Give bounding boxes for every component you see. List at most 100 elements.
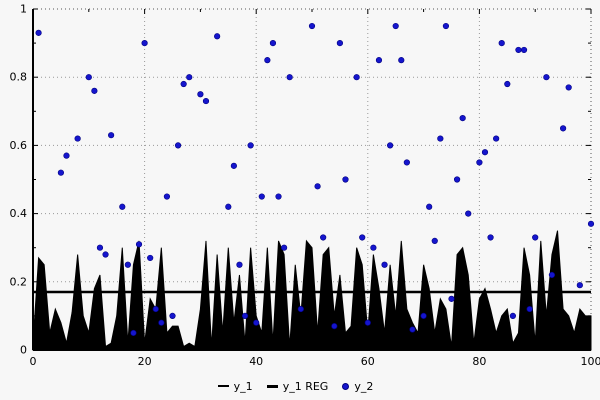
scatter-point: [387, 142, 394, 149]
scatter-point: [548, 271, 556, 279]
scatter-point: [180, 80, 187, 88]
scatter-point: [526, 305, 533, 313]
scatter-point: [135, 241, 143, 248]
scatter-point: [286, 74, 293, 81]
scatter-point: [35, 29, 42, 36]
y-tick-label: 0.8: [10, 71, 28, 84]
scatter-point: [353, 74, 360, 81]
scatter-point: [241, 312, 249, 320]
scatter-point: [258, 193, 265, 200]
scatter-point: [498, 39, 505, 47]
scatter-point: [409, 326, 416, 333]
scatter-point: [281, 244, 288, 251]
scatter-point: [163, 193, 171, 200]
scatter-point: [398, 57, 405, 64]
scatter-point: [264, 57, 271, 64]
scatter-point: [269, 39, 277, 47]
scatter-point: [169, 312, 176, 320]
x-tick-label: 80: [472, 355, 486, 368]
scatter-point: [57, 169, 65, 176]
scatter-point: [565, 84, 572, 91]
scatter-point: [342, 176, 349, 183]
legend-label-y1: y_1: [233, 379, 253, 393]
scatter-point: [85, 74, 92, 81]
scatter-point: [453, 176, 461, 183]
scatter-point: [108, 132, 115, 139]
y-tick-label: 1: [20, 3, 27, 16]
scatter-point: [364, 319, 371, 326]
scatter-point: [91, 87, 98, 94]
scatter-point: [381, 261, 388, 268]
y-tick-label: 0: [20, 344, 27, 357]
scatter-point: [359, 234, 366, 241]
scatter-point: [96, 244, 104, 251]
y-tick-label: 0.6: [10, 139, 28, 152]
x-tick-label: 40: [249, 355, 263, 368]
scatter-point: [174, 142, 182, 149]
scatter-point: [532, 234, 539, 241]
y1-line-swatch: [217, 385, 229, 387]
scatter-point: [314, 183, 321, 190]
scatter-point: [130, 329, 137, 337]
scatter-point: [247, 142, 254, 149]
scatter-point: [186, 74, 193, 81]
legend: y_1 y_1 REG y_2: [0, 377, 600, 395]
scatter-point: [152, 305, 159, 313]
scatter-point: [331, 323, 338, 330]
scatter-point: [124, 261, 131, 268]
scatter-point: [403, 159, 410, 166]
scatter-point: [119, 203, 126, 210]
scatter-point: [197, 91, 204, 98]
scatter-point: [63, 152, 70, 159]
scatter-point: [587, 220, 595, 227]
scatter-point: [437, 135, 444, 142]
y-tick-label: 0.2: [10, 275, 28, 288]
scatter-point: [102, 251, 109, 258]
scatter-point: [214, 33, 221, 40]
scatter-point: [202, 97, 210, 105]
scatter-point: [493, 135, 500, 142]
x-tick-label: 20: [138, 355, 152, 368]
scatter-point: [442, 22, 450, 30]
scatter-point: [426, 203, 433, 210]
scatter-point: [543, 74, 550, 81]
scatter-point: [459, 115, 466, 122]
scatter-point: [465, 210, 472, 217]
scatter-point: [559, 125, 567, 132]
scatter-point: [420, 312, 427, 320]
legend-label-y1reg: y_1 REG: [282, 379, 329, 393]
scatter-point: [576, 282, 583, 289]
scatter-point: [520, 46, 528, 54]
scatter-point: [448, 295, 455, 302]
scatter-point: [308, 22, 316, 30]
legend-label-y2: y_2: [354, 379, 374, 393]
scatter-point: [225, 203, 232, 210]
scatter-point: [74, 135, 81, 142]
scatter-point: [275, 193, 282, 200]
scatter-point: [141, 39, 148, 47]
scatter-point: [476, 159, 483, 166]
scatter-point: [431, 237, 438, 244]
scatter-point: [320, 234, 327, 241]
scatter-point: [336, 39, 344, 47]
scatter-point: [297, 305, 304, 313]
scatter-point: [230, 162, 237, 169]
scatter-point: [392, 22, 399, 30]
scatter-point: [236, 261, 243, 268]
x-tick-label: 100: [581, 355, 600, 368]
scatter-point: [515, 46, 522, 54]
scatter-point: [253, 319, 260, 326]
scatter-point: [158, 319, 165, 326]
scatter-point: [487, 234, 494, 241]
area-series-y1: [32, 230, 592, 351]
scatter-point: [504, 80, 511, 88]
scatter-point: [375, 57, 383, 64]
scatter-point: [147, 254, 154, 262]
y1reg-line-swatch: [266, 384, 278, 388]
scatter-point: [481, 149, 489, 156]
x-tick-label: 60: [361, 355, 375, 368]
y2-dot-swatch: [342, 382, 350, 390]
x-tick-label: 0: [30, 355, 37, 368]
